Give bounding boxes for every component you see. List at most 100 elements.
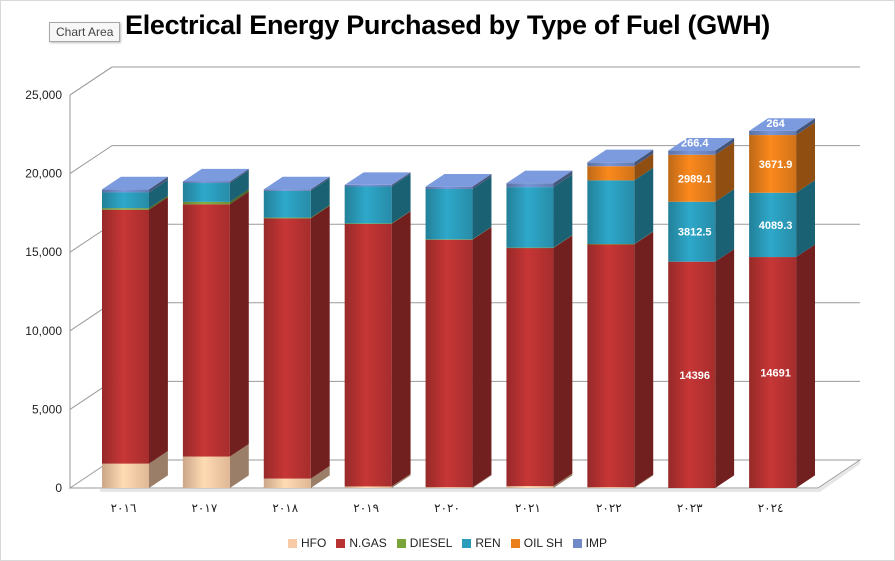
bar-side-diesel-4[interactable] — [472, 226, 492, 240]
bar-top-5[interactable] — [506, 170, 573, 184]
bar-ngas-0[interactable] — [102, 209, 149, 464]
bar-side-imp-5[interactable] — [553, 170, 573, 188]
bar-imp-6[interactable] — [587, 162, 635, 167]
bar-side-hfo-4[interactable] — [472, 474, 492, 488]
bar-ren-2[interactable] — [263, 190, 311, 218]
bar-side-ngas-3[interactable] — [391, 211, 411, 487]
legend-item-imp[interactable]: IMP — [572, 536, 607, 550]
bar-side-oilsh-6[interactable] — [634, 153, 654, 181]
bar-hfo-6[interactable] — [587, 487, 635, 488]
bar-side-imp-1[interactable] — [229, 168, 249, 184]
bar-side-diesel-2[interactable] — [310, 205, 330, 219]
bar-side-ren-1[interactable] — [229, 170, 249, 202]
bar-side-ren-2[interactable] — [310, 178, 330, 218]
bar-ngas-2[interactable] — [263, 218, 311, 479]
bar-top-8[interactable] — [749, 118, 816, 131]
bar-side-hfo-0[interactable] — [149, 451, 168, 488]
bar-ngas-5[interactable] — [506, 247, 554, 487]
legend-item-oilsh[interactable]: OIL SH — [510, 536, 563, 550]
bar-side-imp-3[interactable] — [391, 172, 411, 187]
bar-side-diesel-1[interactable] — [229, 189, 249, 205]
bar-side-hfo-3[interactable] — [391, 473, 411, 488]
bar-hfo-5[interactable] — [506, 486, 554, 488]
bar-top-7[interactable] — [668, 137, 735, 151]
bar-side-imp-6[interactable] — [634, 149, 654, 167]
bar-side-ren-0[interactable] — [149, 179, 168, 209]
bar-side-ren-8[interactable] — [796, 180, 816, 258]
bar-top-3[interactable] — [344, 172, 411, 185]
bar-side-imp-7[interactable] — [715, 137, 735, 155]
bar-imp-7[interactable] — [668, 150, 716, 155]
bar-side-imp-4[interactable] — [472, 174, 492, 190]
bar-side-ngas-5[interactable] — [553, 235, 573, 487]
bar-hfo-1[interactable] — [182, 456, 230, 488]
bar-imp-0[interactable] — [102, 189, 149, 193]
bar-top-2[interactable] — [263, 176, 330, 190]
bar-diesel-3[interactable] — [344, 223, 392, 224]
bar-side-hfo-1[interactable] — [229, 443, 249, 488]
bar-side-ngas-4[interactable] — [472, 227, 492, 488]
bar-side-ngas-0[interactable] — [149, 197, 168, 464]
legend-item-diesel[interactable]: DIESEL — [396, 536, 452, 550]
legend-item-ngas[interactable]: N.GAS — [336, 536, 387, 550]
bar-side-diesel-5[interactable] — [553, 235, 573, 248]
bar-ren-5[interactable] — [506, 187, 554, 248]
bar-side-ngas-8[interactable] — [796, 244, 816, 488]
bar-ren-0[interactable] — [102, 192, 149, 209]
bar-imp-1[interactable] — [182, 181, 230, 184]
bar-side-hfo-5[interactable] — [553, 473, 573, 488]
chart-legend[interactable]: HFO N.GAS DIESEL REN OIL SH IMP — [0, 536, 895, 550]
bar-hfo-4[interactable] — [425, 487, 473, 488]
bar-diesel-4[interactable] — [425, 239, 473, 240]
bar-side-ngas-1[interactable] — [229, 191, 249, 457]
bar-side-ren-3[interactable] — [391, 173, 411, 224]
bar-diesel-0[interactable] — [102, 208, 149, 210]
bar-side-ngas-7[interactable] — [715, 249, 735, 488]
bar-hfo-3[interactable] — [344, 486, 392, 488]
bar-hfo-0[interactable] — [102, 463, 149, 488]
bar-side-hfo-2[interactable] — [310, 465, 330, 488]
legend-item-ren[interactable]: REN — [462, 536, 501, 550]
bar-ren-8[interactable] — [749, 192, 797, 258]
bar-side-imp-2[interactable] — [310, 176, 330, 191]
legend-item-hfo[interactable]: HFO — [288, 536, 326, 550]
bar-diesel-6[interactable] — [587, 244, 635, 245]
bar-side-oilsh-7[interactable] — [715, 142, 735, 202]
bar-ngas-4[interactable] — [425, 239, 473, 488]
bar-ngas-1[interactable] — [182, 204, 230, 457]
bar-ngas-7[interactable] — [668, 261, 716, 488]
bar-diesel-5[interactable] — [506, 247, 554, 249]
bar-side-diesel-0[interactable] — [149, 195, 168, 210]
bar-diesel-1[interactable] — [182, 201, 230, 205]
bar-side-imp-0[interactable] — [149, 176, 168, 193]
bar-side-ren-7[interactable] — [715, 189, 735, 262]
bar-imp-3[interactable] — [344, 184, 392, 187]
bar-ngas-8[interactable] — [749, 257, 797, 488]
bar-side-diesel-6[interactable] — [634, 231, 654, 245]
bar-side-ren-6[interactable] — [634, 167, 654, 245]
bar-oilsh-6[interactable] — [587, 166, 635, 181]
bar-ngas-6[interactable] — [587, 244, 635, 488]
bar-ren-6[interactable] — [587, 180, 635, 245]
bar-imp-2[interactable] — [263, 189, 311, 191]
bar-top-4[interactable] — [425, 174, 492, 187]
bar-top-6[interactable] — [587, 149, 654, 163]
bar-ngas-3[interactable] — [344, 223, 392, 487]
bar-imp-5[interactable] — [506, 183, 554, 188]
bar-ren-3[interactable] — [344, 186, 392, 224]
bar-oilsh-8[interactable] — [749, 135, 797, 193]
bar-ren-7[interactable] — [668, 201, 716, 262]
bar-side-ngas-2[interactable] — [310, 205, 330, 479]
bar-ren-4[interactable] — [425, 189, 473, 240]
bar-ren-1[interactable] — [182, 183, 230, 202]
bar-top-0[interactable] — [102, 176, 168, 190]
bar-side-ren-5[interactable] — [553, 174, 573, 248]
bar-imp-8[interactable] — [749, 130, 797, 136]
bar-side-ren-4[interactable] — [472, 176, 492, 240]
bar-hfo-2[interactable] — [263, 478, 311, 488]
bar-diesel-2[interactable] — [263, 217, 311, 219]
bar-oilsh-7[interactable] — [668, 154, 716, 202]
bar-side-imp-8[interactable] — [796, 118, 816, 136]
bar-side-diesel-3[interactable] — [391, 210, 411, 224]
